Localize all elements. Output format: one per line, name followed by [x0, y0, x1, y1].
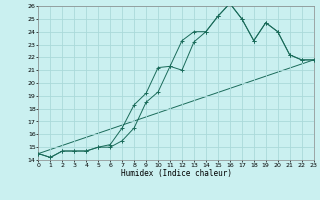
- X-axis label: Humidex (Indice chaleur): Humidex (Indice chaleur): [121, 169, 231, 178]
